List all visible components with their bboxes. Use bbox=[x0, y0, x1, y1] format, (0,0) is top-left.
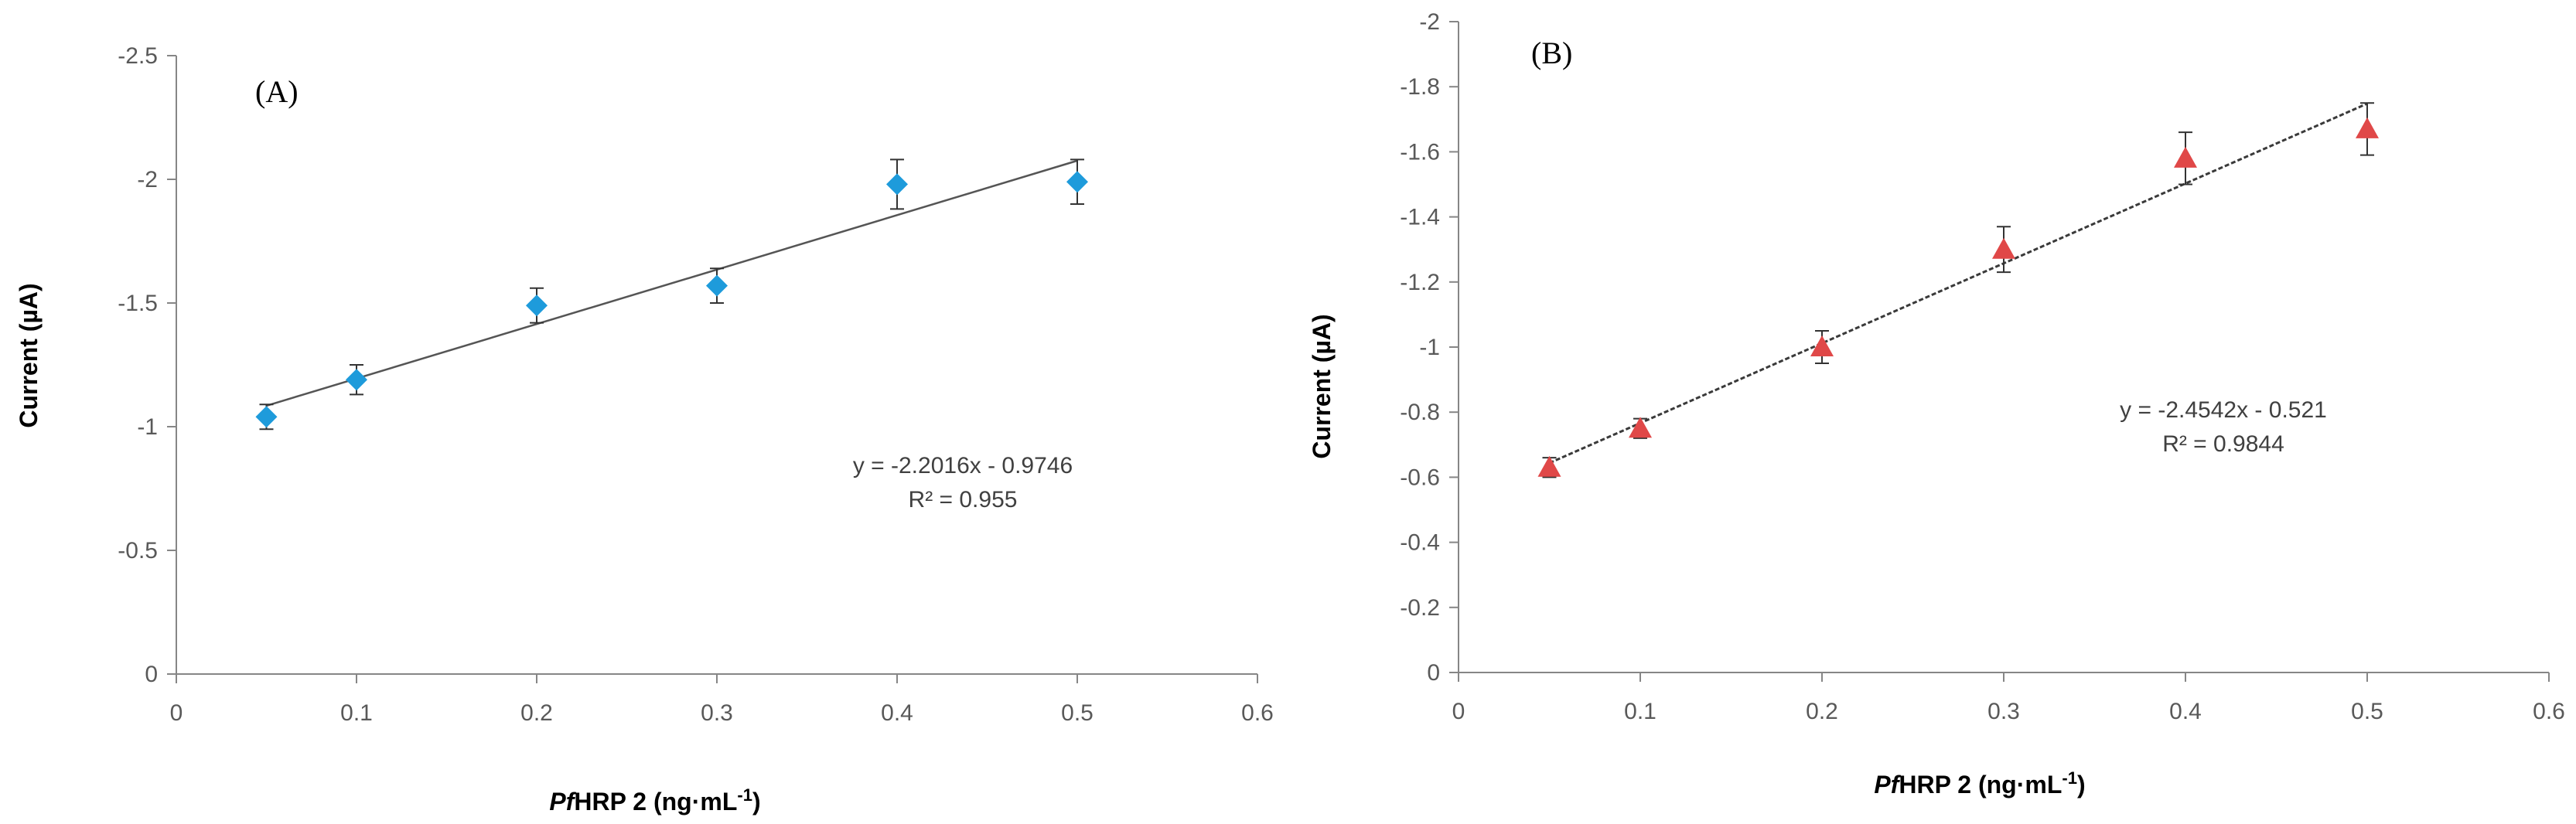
r-squared-b: R² = 0.9844 bbox=[2162, 431, 2284, 457]
data-point-b bbox=[1537, 455, 1561, 477]
x-tick-label-a: 0.3 bbox=[701, 700, 733, 726]
x-axis-title-a: PfHRP 2 (ng·mL-1) bbox=[549, 785, 760, 816]
x-axis-title-a-italic: Pf bbox=[549, 788, 576, 815]
x-tick-label-b: 0.4 bbox=[2169, 699, 2202, 724]
panel-label-b: (B) bbox=[1531, 36, 1572, 70]
y-tick-label-b: -1.8 bbox=[1400, 74, 1440, 100]
x-tick-label-b: 0.3 bbox=[1987, 699, 2020, 724]
x-tick-label-a: 0.6 bbox=[1241, 700, 1274, 726]
data-point-a bbox=[255, 406, 278, 428]
r-squared-a: R² = 0.955 bbox=[909, 487, 1018, 512]
chart-panel-b: (B) y = -2.4542x - 0.521 R² = 0.9844 Cur… bbox=[1308, 9, 2565, 798]
x-axis-title-b: PfHRP 2 (ng·mL-1) bbox=[1874, 768, 2085, 799]
equation-a: y = -2.2016x - 0.9746 bbox=[853, 453, 1073, 478]
data-point-b bbox=[1629, 417, 1652, 438]
panel-label-a: (A) bbox=[255, 74, 299, 109]
x-tick-label-a: 0.4 bbox=[881, 700, 913, 726]
data-point-b bbox=[2174, 146, 2197, 168]
y-tick-label-b: -0.4 bbox=[1400, 530, 1440, 556]
y-tick-label-a: -0.5 bbox=[118, 538, 158, 564]
x-axis-title-b-close: ) bbox=[2077, 771, 2086, 798]
x-tick-label-b: 0.6 bbox=[2533, 699, 2565, 724]
y-tick-label-a: -2 bbox=[137, 167, 158, 192]
y-tick-label-b: -1 bbox=[1419, 335, 1440, 360]
y-tick-label-b: -0.2 bbox=[1400, 595, 1440, 621]
x-axis-title-a-sup: -1 bbox=[737, 785, 752, 805]
data-point-b bbox=[1810, 335, 1834, 356]
data-point-a bbox=[706, 274, 728, 297]
x-axis-title-a-close: ) bbox=[752, 788, 761, 815]
equation-b: y = -2.4542x - 0.521 bbox=[2120, 397, 2327, 423]
x-tick-label-b: 0.2 bbox=[1806, 699, 1838, 724]
trendline-a bbox=[266, 159, 1078, 407]
x-tick-label-b: 0 bbox=[1452, 699, 1465, 724]
data-point-a bbox=[886, 173, 908, 196]
y-tick-label-b: -2 bbox=[1419, 9, 1440, 35]
y-tick-label-a: -1 bbox=[137, 414, 158, 440]
y-tick-label-a: 0 bbox=[145, 662, 158, 687]
data-point-b bbox=[1992, 237, 2015, 259]
x-axis-title-a-rest: HRP 2 (ng·mL bbox=[574, 788, 737, 815]
x-axis-title-b-italic: Pf bbox=[1874, 771, 1901, 798]
x-tick-label-a: 0.2 bbox=[520, 700, 553, 726]
chart-panel-a: (A) y = -2.2016x - 0.9746 R² = 0.955 Cur… bbox=[15, 43, 1274, 815]
x-tick-label-b: 0.5 bbox=[2351, 699, 2383, 724]
x-tick-label-a: 0 bbox=[170, 700, 183, 726]
data-point-a bbox=[1066, 171, 1088, 193]
y-tick-label-b: -1.4 bbox=[1400, 205, 1440, 230]
x-tick-label-a: 0.1 bbox=[340, 700, 373, 726]
data-point-b bbox=[2356, 117, 2379, 138]
trendline-b bbox=[1548, 102, 2368, 465]
y-axis-title-b: Current (µA) bbox=[1308, 314, 1336, 458]
y-tick-label-b: -1.2 bbox=[1400, 270, 1440, 295]
y-tick-label-b: -0.6 bbox=[1400, 465, 1440, 490]
data-point-a bbox=[346, 369, 367, 391]
x-tick-label-a: 0.5 bbox=[1061, 700, 1094, 726]
y-axis-title-a: Current (µA) bbox=[15, 283, 43, 427]
x-axis-title-b-rest: HRP 2 (ng·mL bbox=[1899, 771, 2062, 798]
data-point-a bbox=[526, 295, 548, 317]
y-tick-label-b: -1.6 bbox=[1400, 139, 1440, 165]
y-tick-label-b: -0.8 bbox=[1400, 400, 1440, 425]
y-tick-label-a: -2.5 bbox=[118, 43, 158, 69]
y-tick-label-a: -1.5 bbox=[118, 291, 158, 316]
y-tick-label-b: 0 bbox=[1427, 660, 1440, 686]
x-tick-label-b: 0.1 bbox=[1624, 699, 1656, 724]
x-axis-title-b-sup: -1 bbox=[2062, 768, 2077, 788]
